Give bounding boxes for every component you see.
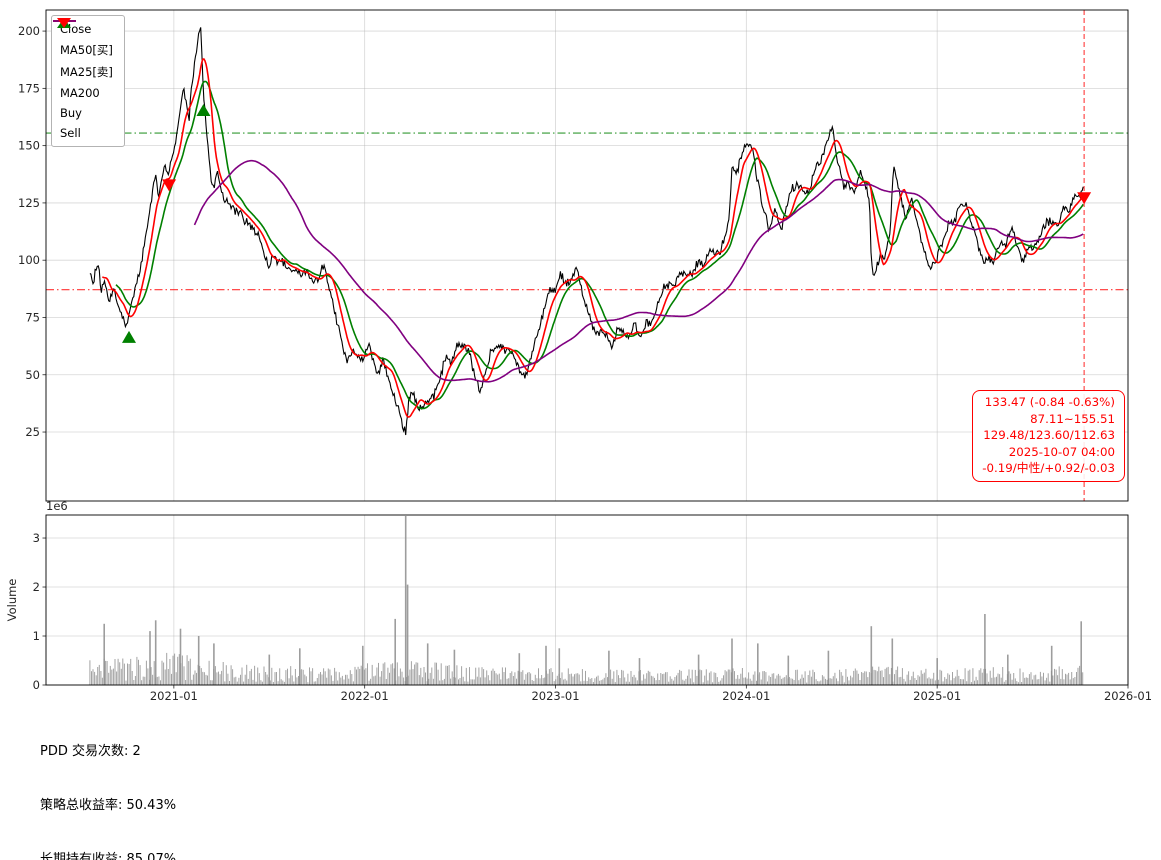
- svg-text:50: 50: [25, 368, 40, 382]
- annotation-signal: -0.19/中性/+0.92/-0.03: [982, 461, 1115, 476]
- svg-text:125: 125: [18, 196, 40, 210]
- annotation-ma-values: 129.48/123.60/112.63: [983, 428, 1115, 443]
- legend-item-ma50: MA50[买]: [53, 20, 113, 58]
- summary-strategy-return: 策略总收益率: 50.43%: [40, 798, 177, 813]
- svg-text:200: 200: [18, 24, 40, 38]
- legend-label: MA25[卖]: [60, 65, 113, 79]
- svg-text:75: 75: [25, 310, 40, 324]
- svg-text:2: 2: [33, 580, 40, 594]
- sell-triangle-icon: [57, 18, 71, 28]
- svg-text:2023-01: 2023-01: [531, 689, 579, 703]
- annotation-range: 87.11~155.51: [1030, 411, 1115, 426]
- svg-text:2021-01: 2021-01: [150, 689, 198, 703]
- legend-label: MA200: [60, 86, 100, 100]
- svg-text:1: 1: [33, 629, 40, 643]
- legend-item-sell: Sell: [57, 18, 113, 140]
- annotation-timestamp: 2025-10-07 04:00: [1008, 444, 1115, 459]
- summary-buy-hold-return: 长期持有收益: 85.07%: [40, 852, 177, 860]
- svg-text:2026-01: 2026-01: [1104, 689, 1152, 703]
- legend-label: Buy: [60, 106, 82, 120]
- legend-item-buy: Buy: [57, 18, 113, 120]
- legend-label: MA50[买]: [60, 43, 113, 57]
- svg-text:0: 0: [33, 678, 40, 692]
- svg-text:150: 150: [18, 139, 40, 153]
- svg-text:175: 175: [18, 81, 40, 95]
- price-volume-chart: 1e6 Volume 2021-01 2022-01 2023-01 2024-01 2…: [5, 9, 1152, 703]
- legend-item-ma25: MA25[卖]: [53, 20, 113, 80]
- strategy-summary: PDD 交易次数: 2 策略总收益率: 50.43% 长期持有收益: 85.07…: [40, 707, 465, 860]
- svg-text:3: 3: [33, 531, 40, 545]
- annotation-price-change: 133.47 (-0.84 -0.63%): [984, 395, 1115, 409]
- summary-symbol-trades: PDD 交易次数: 2: [40, 744, 141, 759]
- legend: Close MA50[买] MA25[卖] MA200 Buy Sell: [51, 15, 125, 147]
- svg-text:2022-01: 2022-01: [341, 689, 389, 703]
- svg-text:100: 100: [18, 253, 40, 267]
- volume-axis-offset-label: 1e6: [46, 499, 68, 513]
- svg-text:2024-01: 2024-01: [722, 689, 770, 703]
- legend-item-ma200: MA200: [53, 20, 113, 100]
- quote-annotation-box: 133.47 (-0.84 -0.63%) 87.11~155.51 129.4…: [972, 390, 1125, 482]
- legend-label: Sell: [60, 126, 81, 140]
- svg-text:25: 25: [25, 425, 40, 439]
- volume-axis-title: Volume: [5, 579, 19, 622]
- svg-text:2025-01: 2025-01: [913, 689, 961, 703]
